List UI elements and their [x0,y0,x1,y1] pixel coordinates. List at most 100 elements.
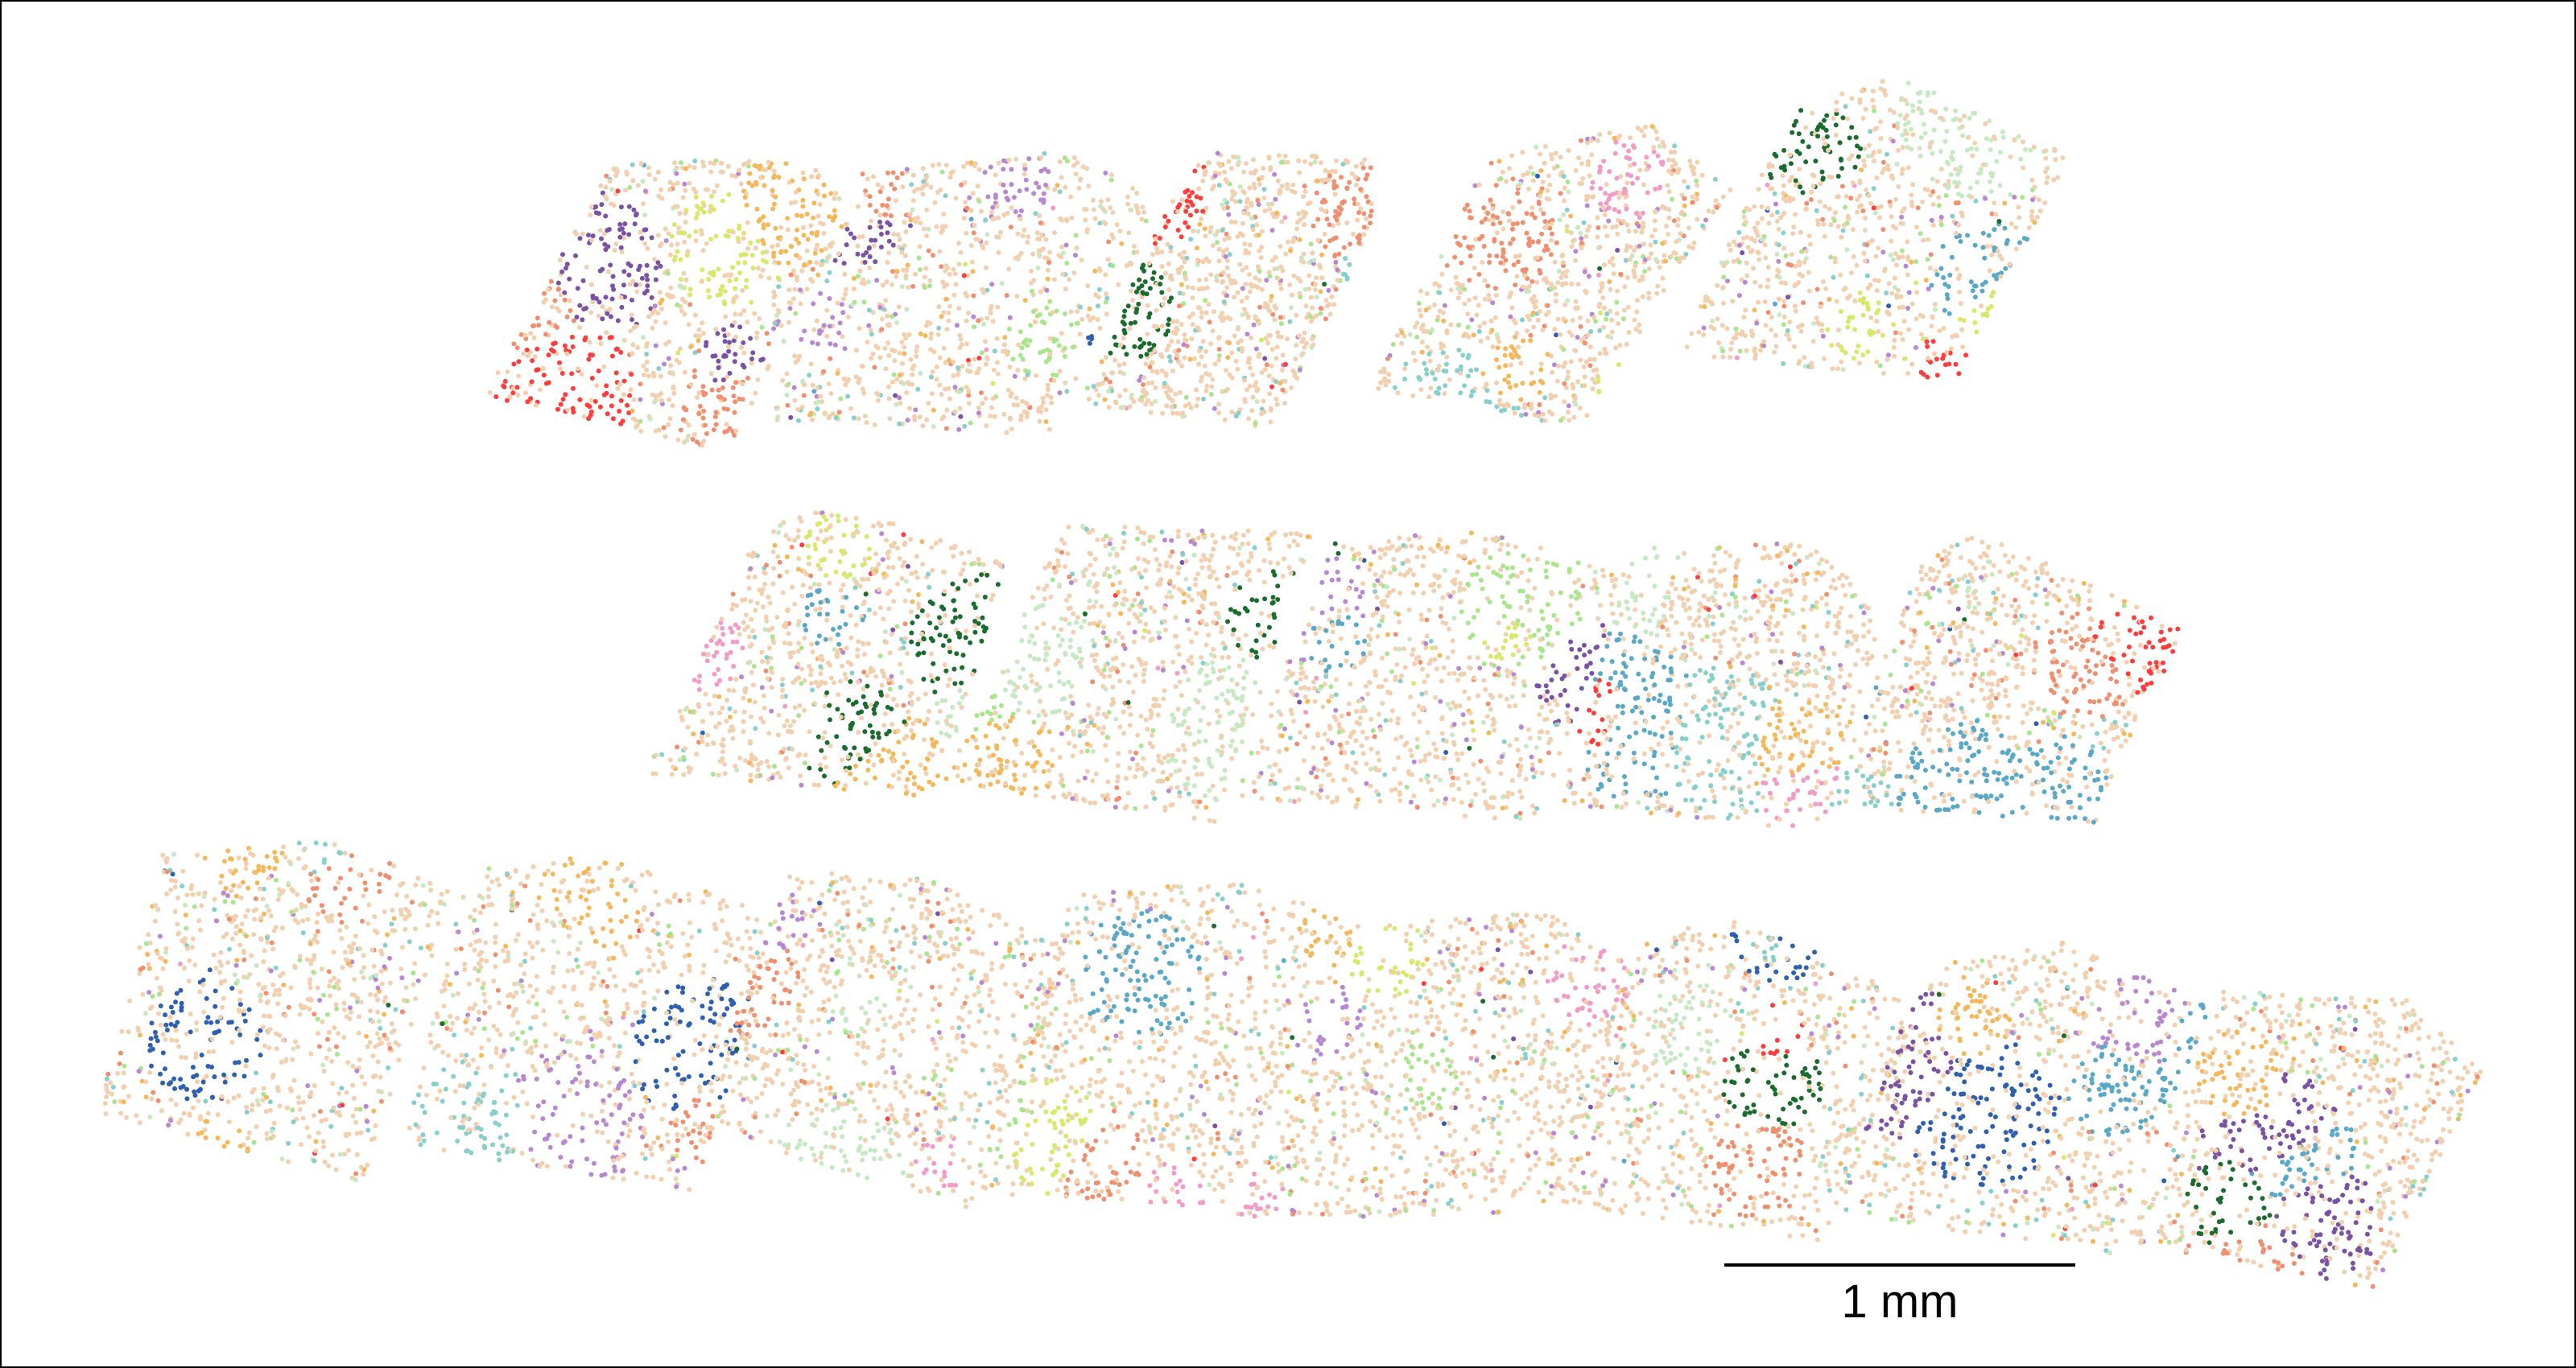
cell-point [1931,90,1937,96]
cell-point [510,385,516,391]
cell-point [1176,359,1181,365]
cell-point [1640,210,1645,216]
cell-point [983,396,989,402]
cell-point [799,336,804,342]
cell-point [1596,379,1601,385]
cell-point [930,163,935,168]
cell-point [1528,332,1534,338]
cell-point [1923,278,1929,283]
cell-point [627,185,633,190]
cell-point [1878,136,1884,142]
cell-point [1910,108,1916,113]
cell-point [1941,275,1946,280]
cell-point [853,515,859,521]
cell-point [1852,164,1858,170]
cell-point [658,398,664,403]
cell-point [1473,237,1479,242]
cell-point [1691,240,1697,245]
cell-point [1024,187,1030,192]
cell-point [1839,309,1843,314]
cell-point [886,384,892,389]
cell-point [1632,317,1637,323]
cell-point [727,340,732,345]
cell-point [1873,253,1879,259]
cell-point [1266,270,1272,275]
cell-point [1755,220,1761,226]
cell-point [1467,278,1472,283]
cell-point [1240,233,1245,238]
cell-point [1242,241,1248,247]
cell-point [1894,262,1899,268]
cell-point [2043,155,2049,161]
cell-point [1039,233,1044,238]
cell-point [704,431,709,436]
cell-point [1585,318,1591,323]
cell-point [890,758,896,764]
cell-point [1455,241,1460,246]
cell-point [818,671,824,677]
cell-point [530,358,535,364]
cell-point [891,372,897,377]
cell-point [980,321,986,327]
cell-point [738,181,744,187]
cell-point [861,299,867,305]
cell-point [1501,226,1506,232]
cell-point [837,624,843,630]
cell-point [1828,254,1834,260]
cell-point [1395,390,1401,396]
cell-point [1077,332,1083,337]
cell-point [910,599,915,604]
cell-point [885,260,890,265]
cell-point [1942,282,1948,287]
cell-point [683,211,688,216]
cell-point [1485,336,1491,340]
cell-point [1333,158,1339,163]
cell-point [784,392,790,398]
cell-point [1590,386,1596,392]
cell-point [1308,161,1314,167]
cell-point [1302,222,1307,228]
cell-point [1414,320,1420,326]
cell-point [1195,245,1199,251]
cell-point [1254,388,1260,394]
cell-point [1229,375,1235,381]
cell-point [668,285,674,290]
cell-point [708,237,714,242]
cell-point [815,213,821,219]
cell-point [1779,280,1784,286]
cell-point [1073,171,1079,177]
cell-point [762,183,767,188]
cell-point [1472,183,1478,188]
cell-point [603,184,609,190]
cell-point [657,290,663,295]
cell-point [1610,262,1616,268]
cell-point [851,276,857,281]
cell-point [1781,322,1786,328]
cell-point [1093,292,1099,298]
cell-point [1815,134,1821,139]
cell-point [682,406,687,412]
cell-point [1169,404,1174,410]
cell-point [815,242,820,248]
cell-point [1465,355,1471,361]
cell-point [1863,106,1868,112]
cell-point [667,179,673,185]
cell-point [1942,138,1948,144]
cell-point [766,275,772,281]
cell-point [1514,330,1520,336]
cell-point [1158,282,1163,286]
cell-point [1487,260,1492,265]
cell-point [1030,251,1036,257]
cell-point [1516,344,1521,350]
cell-point [1235,366,1241,372]
cell-point [672,204,678,209]
cell-point [1567,418,1572,423]
cell-point [667,397,672,402]
cell-point [1956,180,1962,186]
cell-point [754,206,760,212]
cell-point [864,249,869,255]
cell-point [891,232,897,237]
cell-point [1104,355,1108,361]
cell-point [989,405,994,410]
cell-point [934,625,939,631]
